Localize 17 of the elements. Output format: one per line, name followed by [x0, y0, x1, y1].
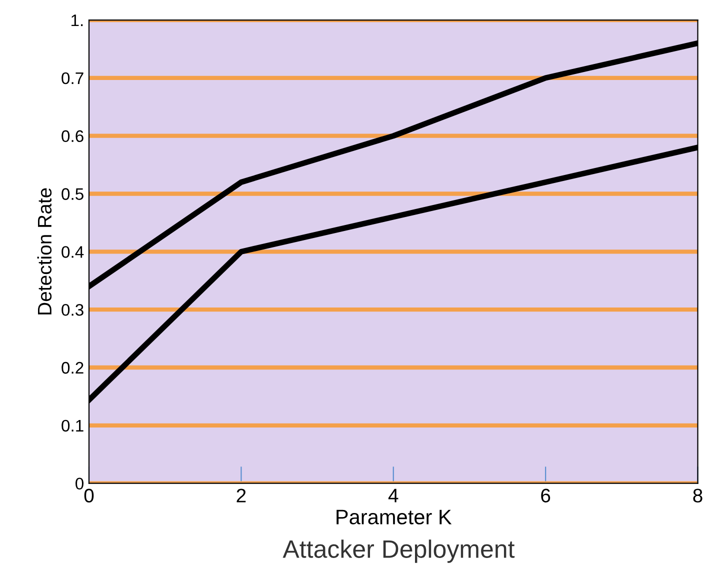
- x-tick-label: 2: [236, 488, 246, 502]
- y-tick-label: 0: [76, 478, 84, 490]
- x-tick-label: 6: [541, 488, 550, 502]
- y-axis-title: Detection Rate: [37, 188, 52, 314]
- y-tick-label: 0.1: [62, 420, 84, 432]
- y-tick-label: 1.: [72, 14, 83, 26]
- y-tick-label: 0.7: [62, 72, 84, 84]
- y-tick-label: 0.4: [62, 246, 84, 258]
- x-tick-label: 0: [84, 488, 94, 502]
- x-axis-title: Parameter K: [336, 510, 452, 524]
- y-tick-label: 0.5: [62, 188, 84, 200]
- text: Attacker Deployment: [282, 540, 515, 563]
- y-tick-label: 0.2: [62, 362, 84, 374]
- y-tick-label: 0.3: [62, 304, 84, 316]
- y-tick-label: 0.6: [62, 130, 84, 142]
- x-tick-label: 8: [693, 488, 702, 502]
- x-tick-label: 4: [388, 488, 398, 502]
